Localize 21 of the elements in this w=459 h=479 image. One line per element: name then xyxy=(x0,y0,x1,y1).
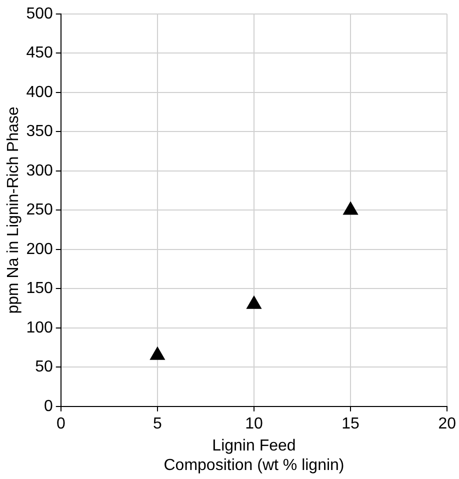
y-tick-label: 150 xyxy=(26,280,53,298)
y-tick-label: 500 xyxy=(26,5,53,22)
point xyxy=(246,296,262,309)
y-tick-label: 350 xyxy=(26,123,53,140)
y-tick-label: 300 xyxy=(26,162,53,180)
x-tick-label: 10 xyxy=(245,415,263,432)
y-tick-label: 450 xyxy=(26,44,53,62)
y-tick-label: 400 xyxy=(26,84,53,101)
y-axis-title: ppm Na in Lignin-Rich Phase xyxy=(5,106,22,314)
x-axis-title: Lignin Feed Composition (wt % lignin) xyxy=(164,438,344,474)
x-tick-label: 20 xyxy=(438,415,456,432)
y-tick-label: 200 xyxy=(26,240,53,258)
y-tick-label: 250 xyxy=(26,202,53,219)
x-tick-label: 0 xyxy=(56,415,66,432)
y-tick-label: 0 xyxy=(44,398,53,415)
x-tick-label: 15 xyxy=(342,415,360,432)
y-tick-label: 100 xyxy=(26,319,53,336)
point xyxy=(343,202,358,215)
y-tick-label: 50 xyxy=(35,358,53,376)
x-tick-label: 5 xyxy=(152,415,162,432)
point xyxy=(150,346,165,360)
